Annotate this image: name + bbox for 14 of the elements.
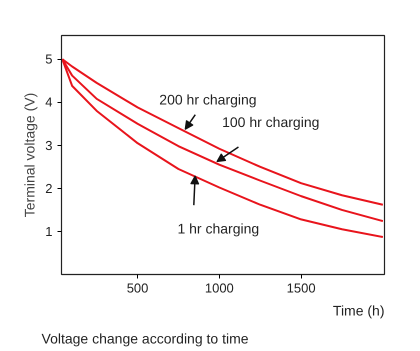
- y-tick-label: 1: [45, 224, 53, 239]
- y-axis-title: Terminal voltage (V): [21, 92, 38, 218]
- x-tick-label: 1500: [286, 280, 316, 296]
- y-tick-label: 4: [45, 94, 53, 110]
- y-tick-label: 5: [45, 52, 53, 67]
- annotation: 200 hr charging: [159, 91, 257, 108]
- x-tick-label: 1000: [204, 280, 234, 296]
- text: Voltage change according to time: [42, 330, 249, 346]
- x-tick-label: 500: [126, 280, 148, 296]
- y-tick-label: 2: [45, 180, 53, 196]
- annotation: 1 hr charging: [177, 220, 260, 237]
- y-tick-label: 3: [45, 138, 53, 153]
- annotation: 100 hr charging: [222, 114, 320, 130]
- x-axis-title: Time (h): [332, 302, 385, 318]
